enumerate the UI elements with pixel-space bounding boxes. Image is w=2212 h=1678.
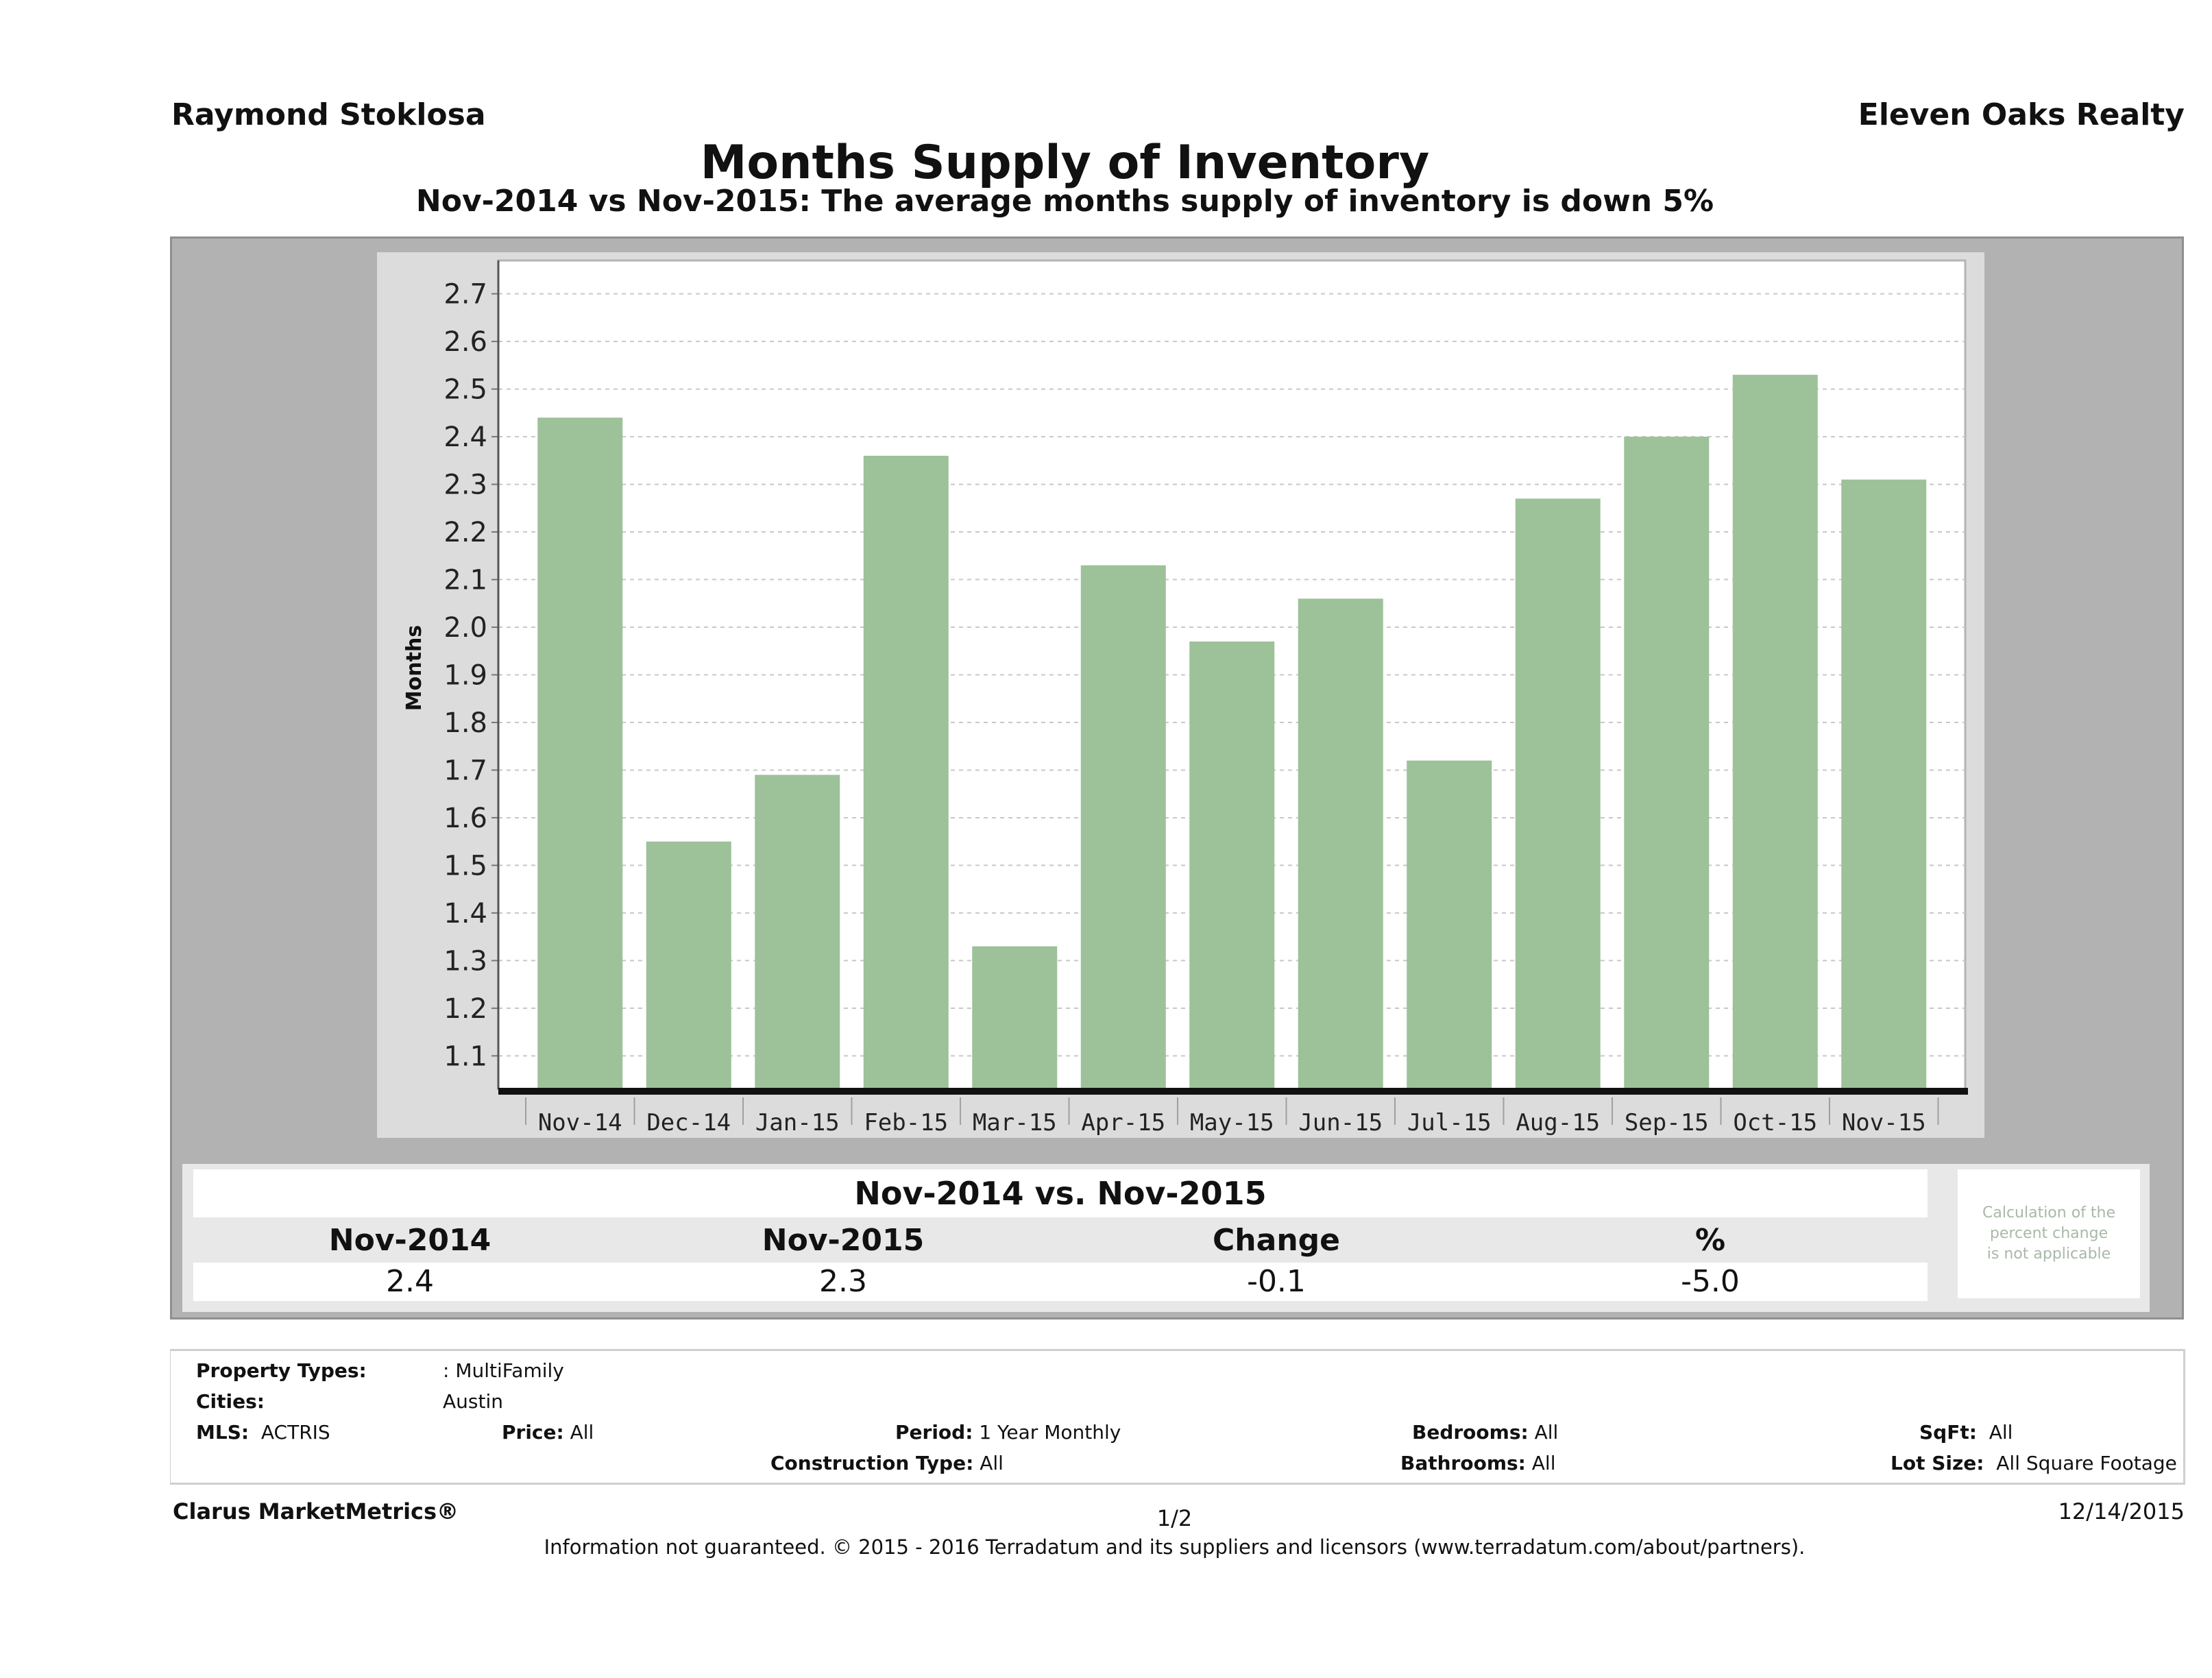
comparison-header-change: Change xyxy=(1213,1223,1340,1258)
y-tick-label: 2.4 xyxy=(443,422,487,453)
bar-chart: 1.1 1.2 1.3 1.4 1.5 1.6 1.7 1.8 1.9 2.0 2.1 2.2 2.3 2… xyxy=(402,259,1968,1136)
bar-may-15 xyxy=(1189,641,1275,1089)
x-tick-label: Dec-14 xyxy=(646,1109,731,1136)
property-types-label: Property Types: xyxy=(196,1359,367,1382)
filter-summary xyxy=(170,1349,2185,1485)
y-tick-label: 2.0 xyxy=(443,612,487,644)
bar-dec-14 xyxy=(646,841,731,1089)
y-tick-label: 1.5 xyxy=(443,850,487,881)
disclaimer: Information not guaranteed. © 2015 - 201… xyxy=(544,1535,1806,1559)
lot-size-filter: Lot Size: All Square Footage xyxy=(1891,1452,2177,1474)
sqft-filter: SqFt: All xyxy=(1919,1421,2013,1444)
bars xyxy=(537,374,1927,1090)
construction-type-filter: Construction Type: All xyxy=(770,1452,1004,1474)
x-tick-label: Feb-15 xyxy=(864,1109,948,1136)
y-tick-label: 1.2 xyxy=(443,993,487,1025)
comparison-values-row xyxy=(193,1263,1928,1301)
percent-change-note: Calculation of the percent change is not… xyxy=(1958,1169,2140,1298)
bar-jan-15 xyxy=(755,775,840,1089)
y-axis-ticks: 1.1 1.2 1.3 1.4 1.5 1.6 1.7 1.8 1.9 2.0 2.1 2.2 2.3 2… xyxy=(443,279,498,1072)
comparison-value-change: -0.1 xyxy=(1247,1264,1306,1299)
y-tick-label: 1.4 xyxy=(443,898,487,929)
bar-feb-15 xyxy=(863,455,949,1089)
y-tick-label: 2.3 xyxy=(443,470,487,501)
report-subtitle: Nov-2014 vs Nov-2015: The average months… xyxy=(415,184,1714,219)
y-tick-label: 1.6 xyxy=(443,803,487,834)
price-filter: Price: All xyxy=(502,1421,594,1444)
y-tick-label: 2.2 xyxy=(443,517,487,548)
x-tick-label: Jun-15 xyxy=(1298,1109,1383,1136)
period-filter: Period: 1 Year Monthly xyxy=(895,1421,1121,1444)
x-tick-label: Jan-15 xyxy=(755,1109,840,1136)
comparison-title: Nov-2014 vs. Nov-2015 xyxy=(193,1169,1928,1217)
x-tick-label: Jul-15 xyxy=(1407,1109,1492,1136)
report-title: Months Supply of Inventory xyxy=(700,136,1430,190)
x-tick-label: Nov-15 xyxy=(1842,1109,1926,1136)
agent-name: Raymond Stoklosa xyxy=(171,97,486,132)
bar-sep-15 xyxy=(1624,437,1710,1089)
x-tick-label: May-15 xyxy=(1190,1109,1274,1136)
y-tick-label: 1.9 xyxy=(443,660,487,692)
x-axis-line xyxy=(498,1088,1968,1095)
company-name: Eleven Oaks Realty xyxy=(1858,97,2185,132)
x-tick-label: Oct-15 xyxy=(1733,1109,1817,1136)
y-tick-label: 2.1 xyxy=(443,565,487,596)
bar-oct-15 xyxy=(1732,374,1818,1090)
bar-aug-15 xyxy=(1515,498,1601,1089)
x-tick-label: Mar-15 xyxy=(973,1109,1057,1136)
cities-value: Austin xyxy=(443,1390,503,1413)
report-date: 12/14/2015 xyxy=(2058,1498,2185,1524)
bedrooms-filter: Bedrooms: All xyxy=(1412,1421,1559,1444)
footer-brand: Clarus MarketMetrics® xyxy=(173,1498,459,1524)
x-tick-label: Aug-15 xyxy=(1516,1109,1600,1136)
y-tick-label: 2.7 xyxy=(443,279,487,311)
bar-jul-15 xyxy=(1407,760,1492,1089)
y-tick-label: 2.6 xyxy=(443,326,487,358)
y-tick-label: 1.8 xyxy=(443,707,487,739)
bathrooms-filter: Bathrooms: All xyxy=(1400,1452,1556,1474)
y-tick-label: 2.5 xyxy=(443,374,487,406)
y-tick-label: 1.3 xyxy=(443,945,487,977)
cities-label: Cities: xyxy=(196,1390,265,1413)
bar-nov-15 xyxy=(1841,479,1927,1089)
x-tick-label: Nov-14 xyxy=(538,1109,622,1136)
comparison-value-nov-2015: 2.3 xyxy=(819,1264,867,1299)
x-axis-ticks: Nov-14 Dec-14 Jan-15 Feb-15 Mar-15 Apr-15 May-… xyxy=(525,1097,1939,1136)
x-tick-label: Sep-15 xyxy=(1625,1109,1709,1136)
comparison-value-percent: -5.0 xyxy=(1681,1264,1740,1299)
property-types-value: : MultiFamily xyxy=(443,1359,564,1382)
bar-mar-15 xyxy=(972,946,1058,1089)
bar-jun-15 xyxy=(1298,598,1383,1089)
comparison-value-nov-2014: 2.4 xyxy=(386,1264,434,1299)
y-tick-label: 1.1 xyxy=(443,1041,487,1072)
mls-filter: MLS: ACTRIS xyxy=(196,1421,330,1444)
bar-apr-15 xyxy=(1080,565,1166,1089)
page-number: 1/2 xyxy=(1156,1505,1193,1531)
y-tick-label: 1.7 xyxy=(443,755,487,786)
comparison-header-nov-2014: Nov-2014 xyxy=(328,1223,491,1258)
comparison-header-nov-2015: Nov-2015 xyxy=(762,1223,925,1258)
comparison-header-percent: % xyxy=(1694,1223,1726,1258)
chart-panel: 1.1 1.2 1.3 1.4 1.5 1.6 1.7 1.8 1.9 2.0 2.1 2.2 2.3 2… xyxy=(377,252,1984,1138)
bar-nov-14 xyxy=(537,417,623,1089)
x-tick-label: Apr-15 xyxy=(1081,1109,1165,1136)
y-axis-label: Months xyxy=(402,625,426,711)
